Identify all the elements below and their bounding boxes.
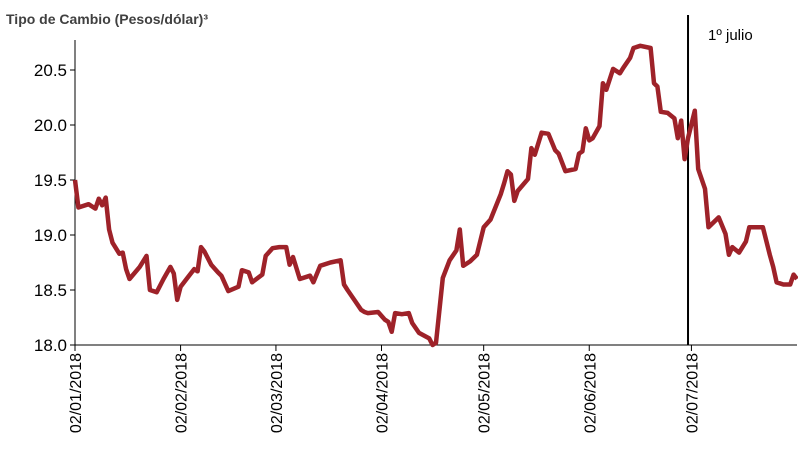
x-tick-label: 02/06/2018 <box>582 353 599 433</box>
y-tick-label: 18.0 <box>34 336 67 355</box>
x-tick-label: 02/07/2018 <box>684 353 701 433</box>
x-tick-label: 02/02/2018 <box>174 353 191 433</box>
annotation-text: 1º julio <box>708 27 753 44</box>
x-tick-label: 02/05/2018 <box>477 353 494 433</box>
chart-title: Tipo de Cambio (Pesos/dólar)³ <box>6 11 208 27</box>
y-tick-label: 20.0 <box>34 116 67 135</box>
x-tick-label: 02/04/2018 <box>375 353 392 433</box>
x-tick-label: 02/01/2018 <box>68 353 85 433</box>
y-tick-label: 18.5 <box>34 281 67 300</box>
y-tick-label: 19.5 <box>34 171 67 190</box>
line <box>72 43 798 348</box>
x-tick-label: 02/03/2018 <box>269 353 286 433</box>
y-tick-label: 19.0 <box>34 226 67 245</box>
y-tick-label: 20.5 <box>34 61 67 80</box>
